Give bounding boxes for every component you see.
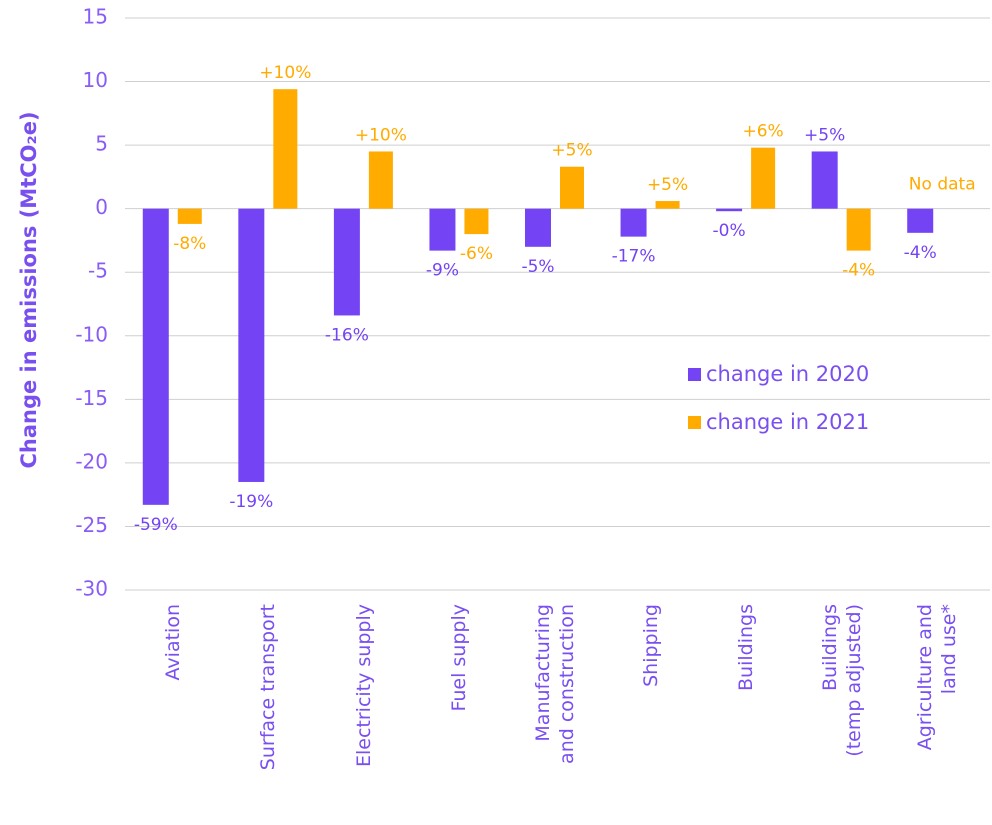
data-label: -5% bbox=[521, 257, 554, 277]
bar bbox=[751, 147, 776, 209]
data-label: No data bbox=[909, 175, 976, 195]
data-label: +5% bbox=[551, 141, 592, 161]
bar bbox=[273, 89, 298, 209]
bar bbox=[177, 208, 202, 224]
y-tick-label: 15 bbox=[83, 5, 108, 29]
data-label: +5% bbox=[804, 125, 845, 145]
y-tick-label: -10 bbox=[75, 322, 108, 346]
y-tick-label: 0 bbox=[95, 195, 108, 219]
data-label: -17% bbox=[612, 247, 656, 267]
bar bbox=[238, 208, 265, 482]
x-tick-label: Electricity supply bbox=[352, 604, 375, 768]
bar bbox=[655, 201, 680, 209]
legend-label: change in 2021 bbox=[706, 410, 869, 434]
x-tick-label: Manufacturing and construction bbox=[532, 604, 578, 764]
y-tick-label: -30 bbox=[75, 577, 108, 601]
data-label: +5% bbox=[647, 175, 688, 195]
bar bbox=[620, 208, 647, 237]
y-tick-label: -5 bbox=[88, 259, 108, 283]
bar bbox=[907, 208, 934, 233]
data-label: +6% bbox=[743, 122, 784, 142]
legend-swatch bbox=[688, 368, 701, 381]
bar bbox=[716, 208, 743, 212]
data-label: -59% bbox=[134, 515, 178, 535]
x-tick-label: Aviation bbox=[161, 604, 184, 681]
bar bbox=[811, 151, 838, 209]
y-tick-label: 10 bbox=[83, 68, 108, 92]
data-label: -0% bbox=[713, 221, 746, 241]
x-tick-label: Agriculture and land use* bbox=[914, 604, 961, 751]
x-tick-label: Buildings (temp adjusted) bbox=[818, 604, 865, 757]
data-label: -9% bbox=[426, 261, 459, 281]
data-label: -4% bbox=[904, 243, 937, 263]
x-tick-label: Surface transport bbox=[257, 604, 280, 771]
y-tick-label: -20 bbox=[75, 449, 108, 473]
bar bbox=[464, 208, 489, 235]
bar bbox=[846, 208, 871, 251]
data-label: -8% bbox=[173, 234, 206, 254]
bar bbox=[368, 151, 393, 209]
bar bbox=[333, 208, 360, 316]
data-label: +10% bbox=[355, 125, 407, 145]
bar bbox=[560, 166, 584, 209]
bar bbox=[525, 208, 551, 247]
y-axis-label: Change in emissions (MtCO₂e) bbox=[17, 111, 41, 468]
x-tick-label: Fuel supply bbox=[448, 604, 471, 712]
y-tick-label: -15 bbox=[75, 386, 108, 410]
data-label: -16% bbox=[325, 325, 369, 345]
data-label: -4% bbox=[842, 261, 875, 281]
legend-swatch bbox=[688, 416, 701, 429]
y-tick-label: -25 bbox=[75, 513, 108, 537]
data-label: -6% bbox=[460, 244, 493, 264]
x-tick-label: Shipping bbox=[639, 604, 662, 687]
y-tick-label: 5 bbox=[95, 132, 108, 156]
bar bbox=[142, 208, 169, 505]
x-tick-label: Buildings bbox=[735, 604, 758, 691]
bar bbox=[429, 208, 456, 251]
legend-label: change in 2020 bbox=[706, 362, 869, 386]
data-label: +10% bbox=[259, 63, 311, 83]
data-label: -19% bbox=[229, 492, 273, 512]
